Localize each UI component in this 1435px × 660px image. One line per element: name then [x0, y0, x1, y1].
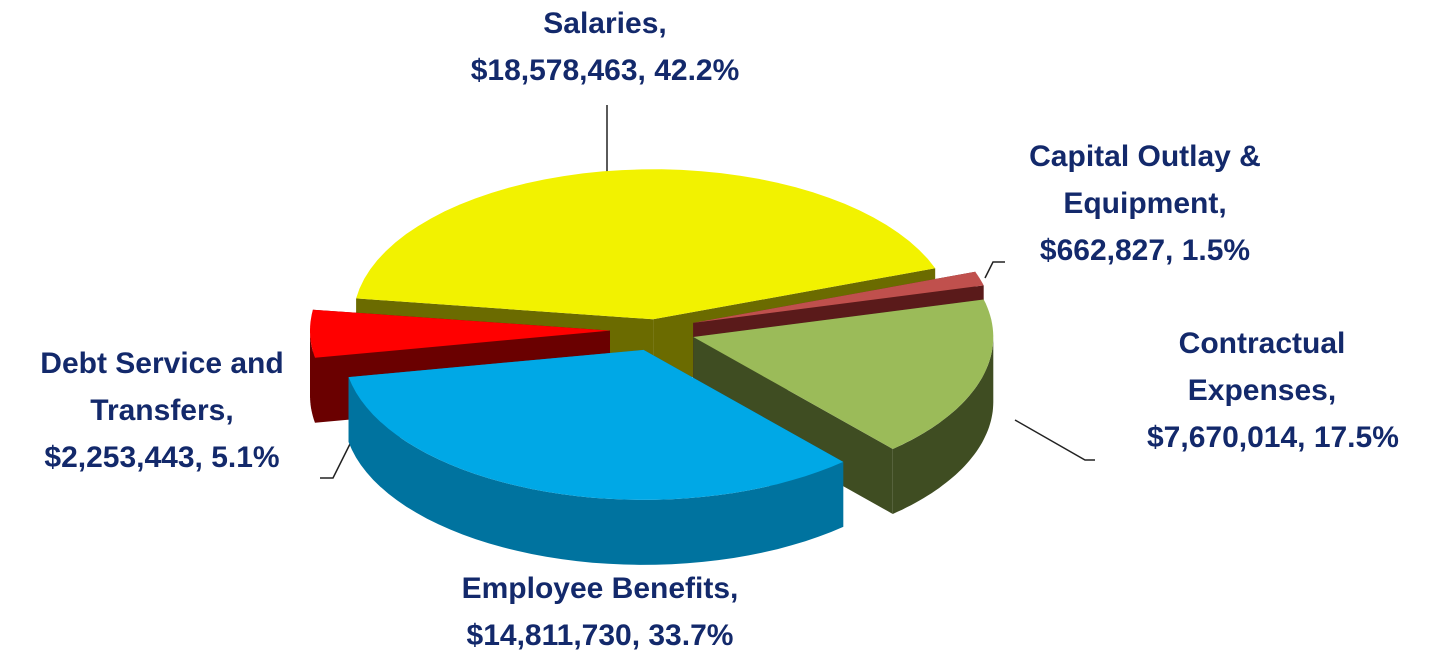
value-label: $7,670,014, 17.5% [1147, 421, 1399, 454]
slice [356, 169, 936, 320]
leader-line [984, 261, 1005, 279]
category-label: Debt Service and Transfers, [40, 347, 284, 427]
data-label: Capital Outlay & Equipment, $662,827, 1.5… [985, 133, 1305, 274]
slice [348, 349, 844, 500]
category-label: Capital Outlay & Equipment, [1029, 140, 1261, 220]
slice [693, 299, 994, 449]
slice [310, 309, 610, 358]
category-label: Salaries, [543, 7, 667, 40]
data-label: Debt Service and Transfers, $2,253,443, 5… [0, 340, 327, 481]
slice-wall [348, 377, 844, 565]
slice-wall [892, 337, 994, 514]
value-label: $2,253,443, 5.1% [44, 441, 280, 474]
value-label: $662,827, 1.5% [1039, 234, 1251, 267]
data-label: Contractual Expenses, $7,670,014, 17.5% [1147, 320, 1399, 461]
value-label: $18,578,463, 42.2% [470, 54, 740, 87]
data-label: Salaries, $18,578,463, 42.2% [405, 0, 805, 94]
leader-line [1014, 419, 1095, 461]
slice-wall [310, 330, 315, 423]
data-label: Employee Benefits, $14,811,730, 33.7% [390, 565, 810, 659]
category-label: Contractual Expenses, [1178, 327, 1346, 407]
slice [693, 271, 984, 323]
category-label: Employee Benefits, [461, 572, 739, 605]
value-label: $14,811,730, 33.7% [466, 619, 734, 652]
